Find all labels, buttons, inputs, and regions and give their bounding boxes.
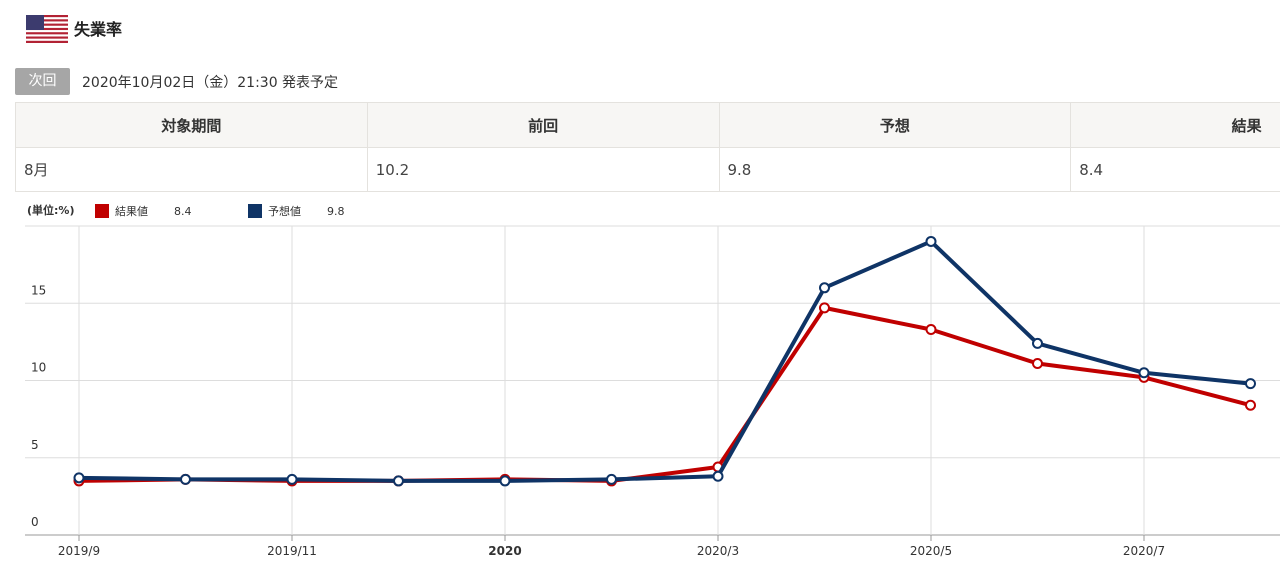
y-tick-label: 0 bbox=[31, 515, 39, 529]
series-line bbox=[78, 305, 1252, 483]
point bbox=[1032, 337, 1043, 349]
point bbox=[1032, 358, 1043, 370]
point bbox=[499, 475, 511, 487]
td: 9.8 bbox=[718, 147, 1072, 192]
title: 失業率 bbox=[74, 20, 123, 39]
unit-label: (単位:%) bbox=[27, 203, 74, 217]
legend-label: 予想値 bbox=[268, 204, 301, 218]
th: 前回 bbox=[366, 102, 720, 148]
x-tick-label: 2019/9 bbox=[58, 544, 100, 558]
point bbox=[712, 470, 724, 482]
x-tick-label: 2020/3 bbox=[697, 544, 739, 558]
th: 予想 bbox=[718, 102, 1072, 148]
point bbox=[73, 472, 85, 484]
th: 結果 bbox=[1070, 102, 1280, 148]
point bbox=[393, 475, 404, 487]
summary-table: 対象期間 前回 予想 結果 8月 10.2 9.8 8.4 bbox=[15, 102, 1280, 192]
table: 対象期間 前回 予想 結果 8月 10.2 9.8 8.4 bbox=[15, 102, 1280, 192]
point bbox=[180, 473, 191, 485]
point bbox=[819, 282, 830, 294]
next-badge: 次回 bbox=[15, 68, 70, 95]
us-flag bbox=[26, 15, 68, 43]
legend-swatch bbox=[248, 204, 262, 218]
legend-label: 結果値 bbox=[115, 204, 148, 218]
next-release: 2020年10月02日（金）21:30 発表予定 bbox=[82, 75, 339, 91]
x-tick-label: 2020 bbox=[488, 544, 521, 558]
y-tick-label: 15 bbox=[31, 283, 46, 297]
point bbox=[286, 473, 298, 485]
point bbox=[819, 302, 830, 314]
point bbox=[1245, 399, 1256, 411]
point bbox=[606, 473, 617, 485]
td: 8月 bbox=[15, 147, 368, 192]
legend-swatch bbox=[95, 204, 109, 218]
x-tick-label: 2019/11 bbox=[267, 544, 317, 558]
x-tick-label: 2020/5 bbox=[910, 544, 952, 558]
x-tick-label: 2020/7 bbox=[1123, 544, 1165, 558]
td: 8.4 bbox=[1070, 147, 1280, 192]
legend-value: 9.8 bbox=[327, 205, 345, 218]
point bbox=[925, 235, 937, 247]
td: 10.2 bbox=[366, 147, 720, 192]
point bbox=[925, 324, 937, 336]
series-line bbox=[78, 239, 1251, 483]
y-tick-label: 10 bbox=[31, 361, 46, 375]
th: 対象期間 bbox=[15, 102, 368, 148]
point bbox=[1138, 367, 1150, 379]
y-tick-label: 5 bbox=[31, 438, 39, 452]
legend-value: 8.4 bbox=[174, 205, 192, 218]
point bbox=[1245, 378, 1256, 390]
